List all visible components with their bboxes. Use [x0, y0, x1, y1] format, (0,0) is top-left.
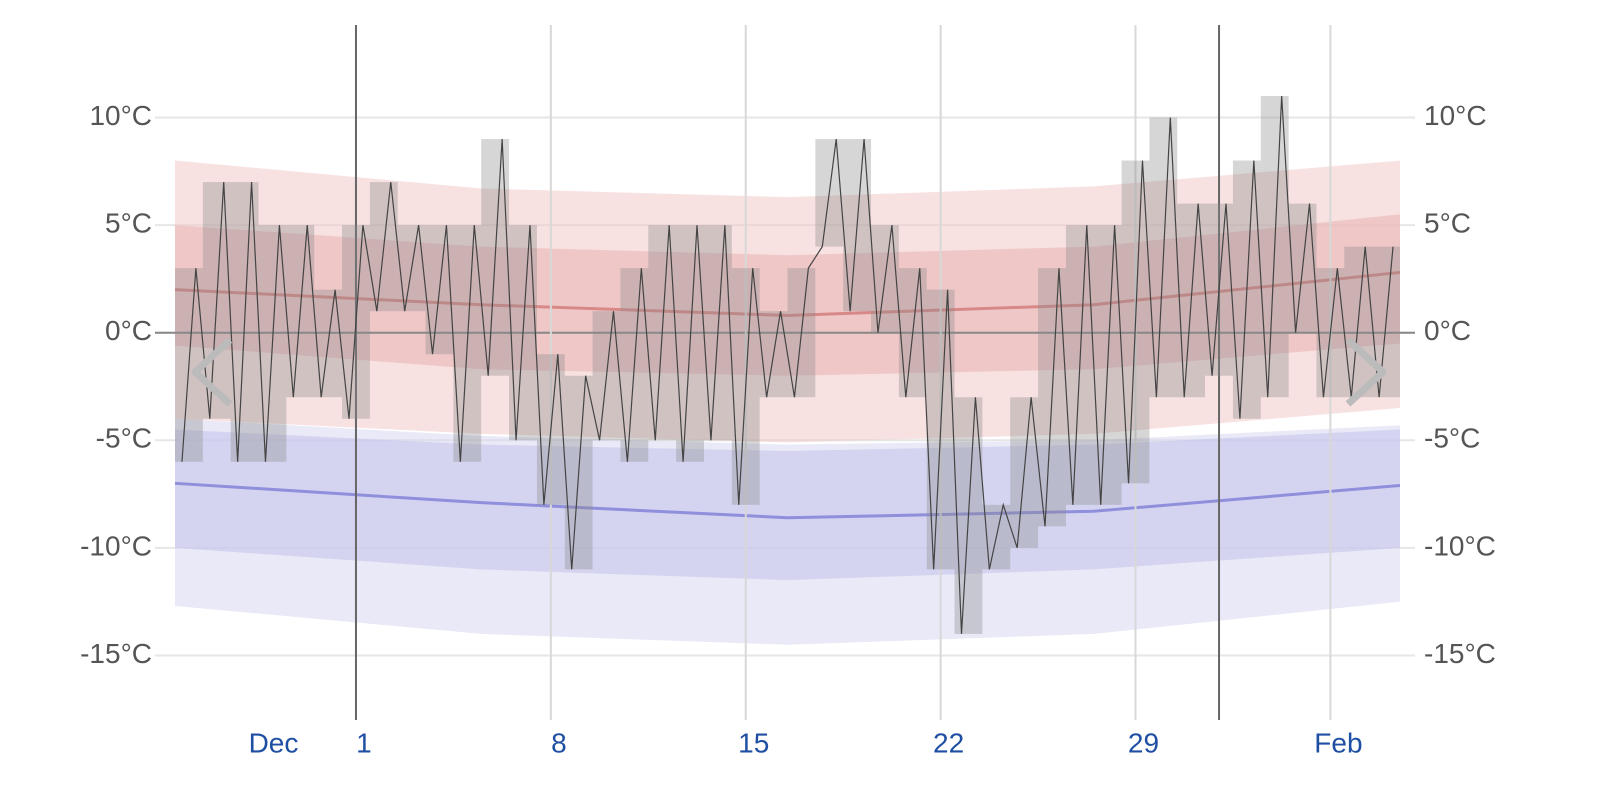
next-arrow[interactable]	[1345, 337, 1387, 407]
percentile-band	[175, 429, 1400, 581]
y-tick-label: 5°C	[105, 207, 152, 238]
temperature-line	[181, 95, 1394, 634]
y-tick-label: 0°C	[105, 315, 152, 346]
y-tick-label: -10°C	[80, 530, 152, 561]
percentile-band	[175, 214, 1400, 376]
x-tick-label: 15	[738, 727, 769, 758]
y2-tick-label: 10°C	[1424, 100, 1487, 131]
average-line	[174, 270, 1401, 317]
y2-tick-label: -15°C	[1424, 638, 1496, 669]
y2-tick-label: -5°C	[1424, 423, 1480, 454]
y-tick-label: -15°C	[80, 638, 152, 669]
x-tick-label: 8	[551, 727, 567, 758]
y2-tick-label: 0°C	[1424, 315, 1471, 346]
prev-arrow[interactable]	[191, 337, 233, 407]
x-tick-label: 29	[1128, 727, 1159, 758]
x-tick-label: Feb	[1314, 727, 1362, 758]
y-tick-label: 10°C	[89, 100, 152, 131]
x-tick-label: 1	[356, 727, 372, 758]
y-tick-label: -5°C	[96, 423, 152, 454]
x-tick-label: Dec	[249, 727, 299, 758]
y2-tick-label: -10°C	[1424, 530, 1496, 561]
y2-tick-label: 5°C	[1424, 207, 1471, 238]
x-tick-label: 22	[933, 727, 964, 758]
average-line	[174, 481, 1401, 520]
